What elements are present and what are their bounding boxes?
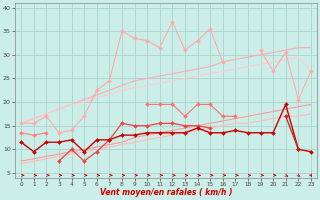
X-axis label: Vent moyen/en rafales ( km/h ): Vent moyen/en rafales ( km/h ) (100, 188, 232, 197)
